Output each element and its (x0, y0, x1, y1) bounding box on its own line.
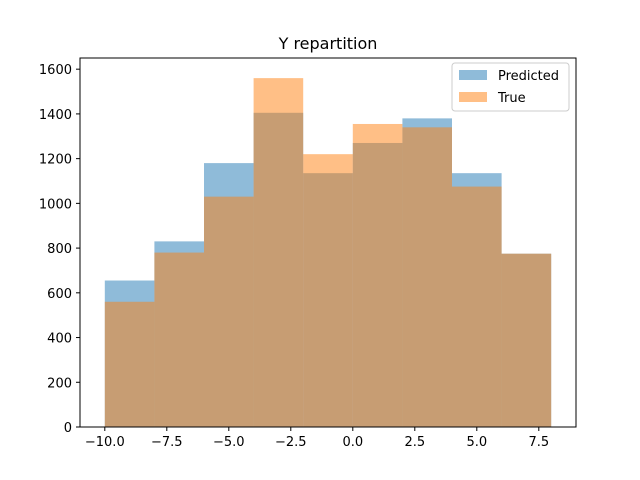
bar-true-4 (303, 154, 353, 427)
bar-true-7 (452, 186, 502, 427)
legend-label-true: True (497, 91, 526, 106)
legend-label-predicted: Predicted (498, 69, 559, 84)
y-tick-label: 1000 (39, 197, 72, 212)
y-tick-label: 200 (47, 376, 72, 391)
y-tick-label: 1200 (39, 153, 72, 168)
x-tick-label: −5.0 (213, 435, 245, 450)
bar-true-6 (402, 127, 452, 427)
bar-true-3 (253, 78, 304, 428)
x-tick-label: 7.5 (528, 435, 549, 450)
x-tick-label: 0.0 (342, 435, 363, 450)
bar-true-2 (204, 196, 254, 427)
y-tick-label: 600 (47, 287, 72, 302)
y-tick-label: 800 (47, 242, 72, 257)
bar-true-5 (352, 123, 403, 428)
x-tick-label: −7.5 (151, 435, 183, 450)
bar-true-8 (501, 253, 552, 427)
x-tick-label: 5.0 (466, 435, 487, 450)
chart-title: Y repartition (278, 34, 378, 53)
y-tick-label: 0 (64, 421, 72, 436)
y-axis-ticks: 0 200 400 600 800 1000 1200 1400 1600 (39, 63, 80, 436)
x-axis-ticks: −10.0 −7.5 −5.0 −2.5 0.0 2.5 5.0 7.5 (85, 427, 549, 450)
bar-true-1 (154, 252, 204, 427)
legend-swatch-predicted (459, 70, 487, 80)
legend: Predicted True (451, 62, 570, 112)
y-tick-label: 400 (47, 332, 72, 347)
y-tick-label: 1400 (39, 108, 72, 123)
x-tick-label: −2.5 (275, 435, 307, 450)
legend-swatch-true (459, 92, 487, 102)
axes-frame (79, 57, 577, 428)
bars-layer (104, 78, 552, 428)
x-tick-label: −10.0 (85, 435, 125, 450)
plot-frame (79, 57, 577, 428)
x-tick-label: 2.5 (404, 435, 425, 450)
bar-true-0 (104, 301, 155, 427)
y-tick-label: 1600 (39, 63, 72, 78)
